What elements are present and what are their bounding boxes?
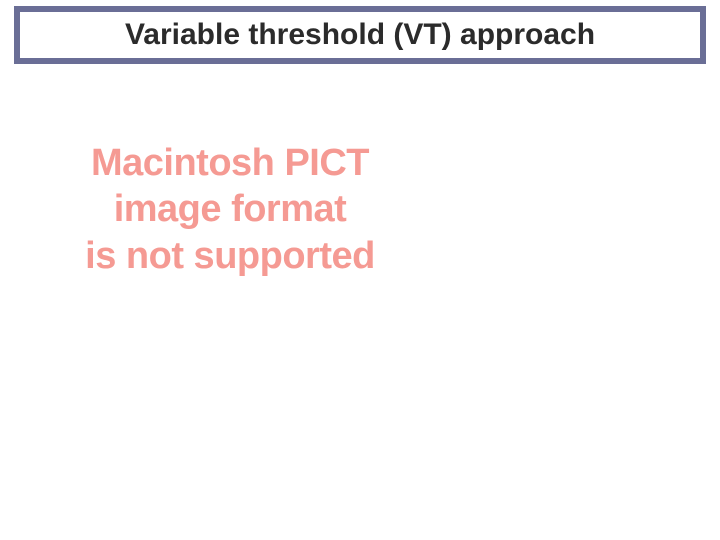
error-line-3: is not supported [50, 233, 410, 279]
error-line-1: Macintosh PICT [50, 140, 410, 186]
error-line-2: image format [50, 186, 410, 232]
title-bar: Variable threshold (VT) approach [14, 6, 706, 64]
pict-error-message: Macintosh PICT image format is not suppo… [50, 140, 410, 279]
slide-container: Variable threshold (VT) approach Macinto… [0, 0, 720, 540]
title-inner: Variable threshold (VT) approach [20, 12, 700, 58]
slide-title: Variable threshold (VT) approach [125, 18, 595, 52]
